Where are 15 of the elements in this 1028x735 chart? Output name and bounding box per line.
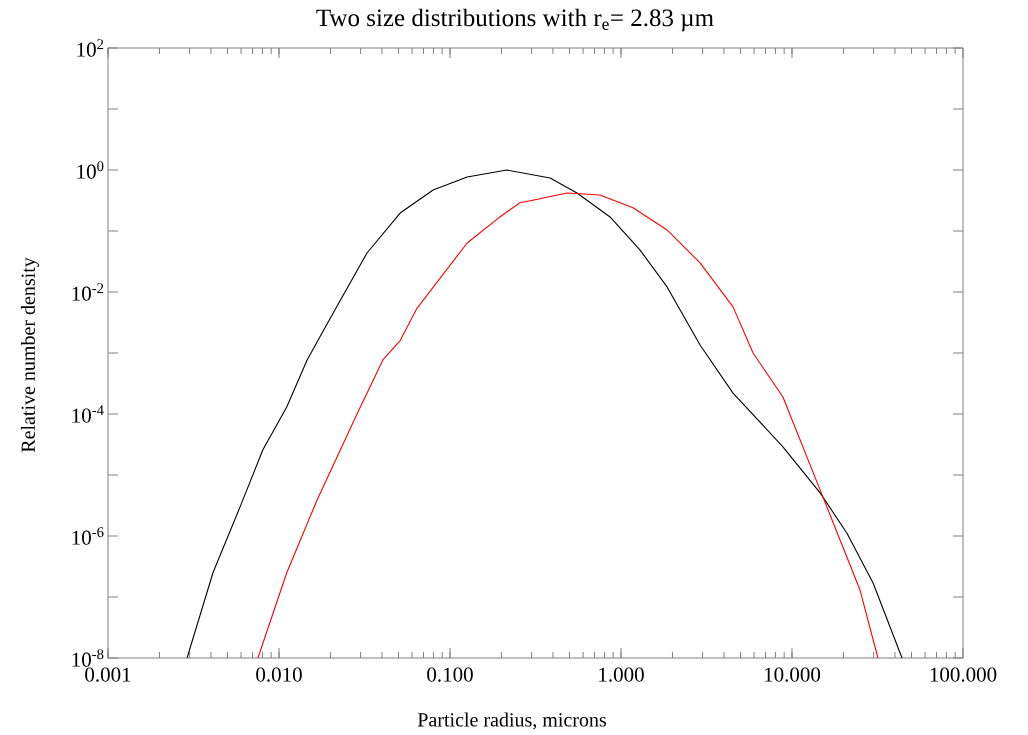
y-axis-title: Relative number density <box>20 257 40 453</box>
y-tick-label: 10$^{-4}$ <box>72 405 104 423</box>
x-tick-label: 0.001 <box>85 667 131 682</box>
x-tick-label: 1.000 <box>599 667 644 682</box>
x-axis-title: Particle radius, microns <box>417 712 606 730</box>
y-tick-label: 10$^{-2}$ <box>72 283 104 301</box>
y-tick-label: 10$^{-6}$ <box>72 527 104 545</box>
y-tick-label: 10$^{-8}$ <box>72 649 104 667</box>
x-tick-label: 0.010 <box>256 667 302 682</box>
chart-title: Two size distributions with r$_{e}$= 2.83 µm <box>316 8 714 32</box>
y-tick-label: 10$^{0}$ <box>77 161 104 179</box>
x-tick-label: 0.100 <box>427 667 473 682</box>
x-tick-label: 10.000 <box>764 667 821 682</box>
y-tick-label: 10$^{2}$ <box>77 39 104 57</box>
x-tick-label: 100.000 <box>930 667 997 682</box>
